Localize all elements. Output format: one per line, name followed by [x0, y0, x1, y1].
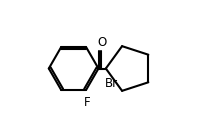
Text: F: F: [83, 96, 90, 109]
Text: Br: Br: [105, 77, 118, 90]
Text: O: O: [97, 36, 106, 49]
